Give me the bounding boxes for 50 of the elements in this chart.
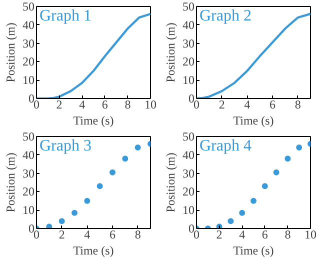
y-tick-label: 20 (182, 184, 194, 199)
y-tick-label: 30 (182, 166, 194, 180)
y-tick-label: 20 (22, 54, 34, 69)
chart-title: Graph 2 (200, 8, 252, 24)
x-tick-label: 8 (294, 98, 301, 112)
chart-title: Graph 3 (40, 138, 92, 154)
y-tick-label: 30 (22, 166, 34, 180)
y-tick-label: 50 (182, 130, 194, 144)
x-axis-title: Time (s) (233, 244, 274, 258)
y-tick-label: 10 (22, 73, 34, 88)
x-tick-label: 4 (79, 98, 86, 112)
x-tick-label: 8 (134, 228, 141, 242)
y-tick-label: 50 (22, 0, 34, 14)
x-tick-label: 2 (56, 98, 62, 112)
x-tick-label: 6 (102, 98, 108, 112)
y-tick-label: 40 (22, 148, 34, 162)
y-tick-label: 20 (22, 184, 34, 199)
y-tick-label: 40 (22, 18, 34, 32)
x-axis-title: Time (s) (233, 114, 274, 128)
y-tick-label: 30 (182, 36, 194, 50)
y-axis-title: Position (m) (4, 152, 18, 212)
y-tick-label: 50 (22, 130, 34, 144)
y-tick-label: 40 (182, 148, 194, 162)
x-tick-label: 10 (304, 228, 316, 242)
y-axis-title: Position (m) (164, 152, 178, 212)
x-tick-label: 2 (218, 98, 225, 112)
y-tick-label: 40 (182, 18, 194, 32)
x-tick-label: 4 (244, 98, 250, 112)
y-tick-label: 10 (182, 203, 194, 218)
x-tick-label: 8 (124, 98, 131, 112)
x-tick-label: 4 (84, 228, 90, 242)
y-axis-title: Position (m) (164, 22, 178, 82)
x-axis-title: Time (s) (73, 244, 114, 258)
x-tick-label: 6 (270, 98, 276, 112)
x-tick-label: 6 (262, 228, 268, 242)
x-tick-label: 8 (284, 228, 291, 242)
y-axis-title: Position (m) (4, 22, 18, 82)
x-axis-title: Time (s) (73, 114, 114, 128)
y-tick-label: 20 (182, 54, 194, 69)
x-tick-label: 6 (110, 228, 116, 242)
x-tick-label: 2 (58, 228, 65, 242)
chart-title: Graph 1 (40, 8, 92, 24)
x-tick-label: 2 (216, 228, 222, 242)
y-tick-label: 10 (22, 203, 34, 218)
y-tick-label: 50 (182, 0, 194, 14)
x-tick-label: 10 (144, 98, 156, 112)
y-tick-label: 30 (22, 36, 34, 50)
x-tick-label: 4 (239, 228, 246, 242)
chart-title: Graph 4 (200, 138, 252, 154)
y-tick-label: 10 (182, 73, 194, 88)
